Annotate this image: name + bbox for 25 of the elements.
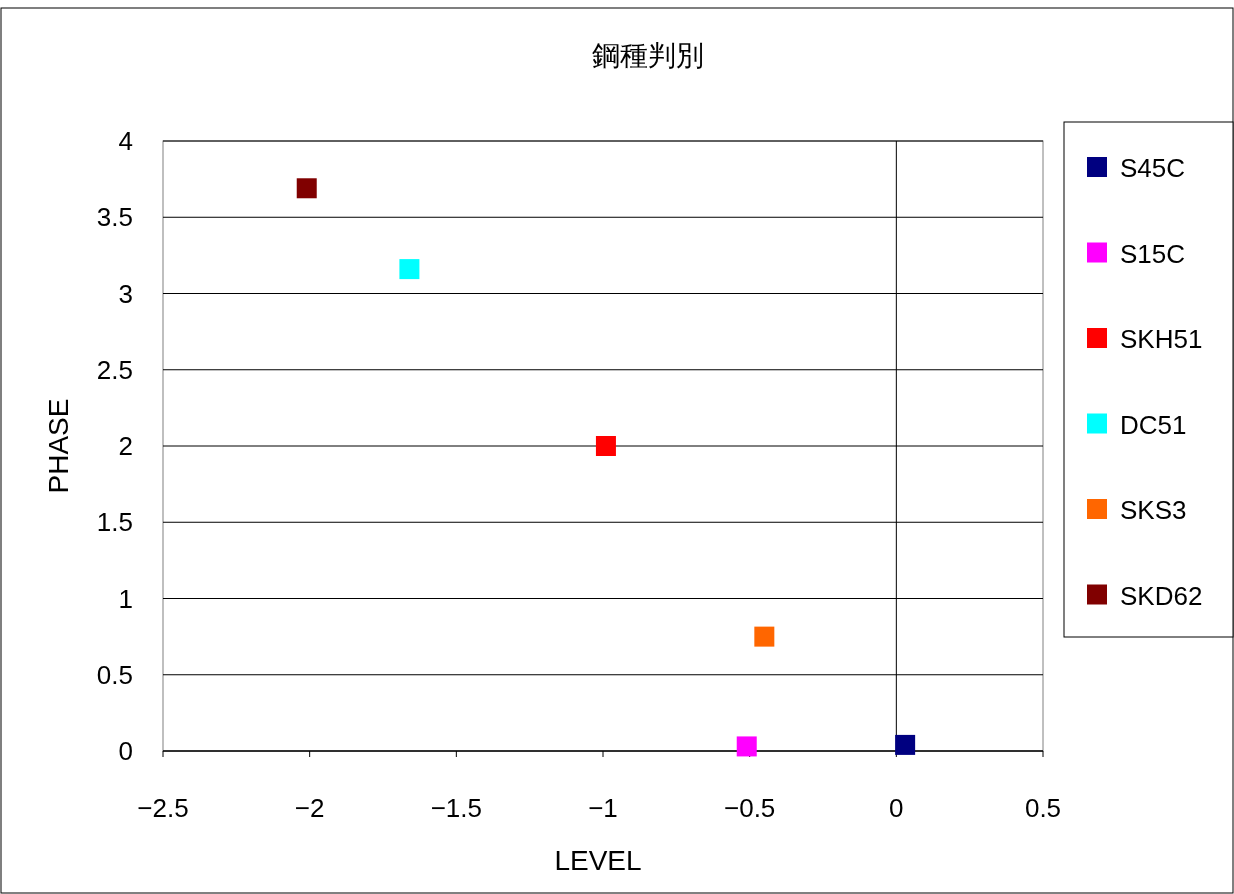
chart-title: 鋼種判別 — [592, 39, 704, 72]
y-tick-label: 1.5 — [96, 507, 133, 538]
y-tick-label: 4 — [118, 126, 133, 156]
legend-label: DC51 — [1120, 409, 1187, 440]
legend-label: S45C — [1120, 153, 1186, 183]
y-tick-label: 1 — [118, 583, 133, 614]
x-tick-label: 0.5 — [1024, 793, 1062, 823]
legend-label: SKD62 — [1120, 580, 1203, 611]
x-axis-title: LEVEL — [554, 845, 642, 876]
x-tick-label: −2 — [294, 793, 325, 823]
legend-label: SKS3 — [1120, 495, 1187, 525]
x-tick-label: −1 — [588, 793, 618, 823]
legend-label: S15C — [1120, 238, 1186, 269]
y-tick-label: 0.5 — [96, 659, 133, 690]
legend-label: SKH51 — [1120, 324, 1203, 354]
y-tick-label: 2 — [118, 431, 133, 461]
x-tick-label: −1.5 — [430, 793, 482, 823]
y-tick-label: 3 — [118, 278, 133, 309]
x-tick-label: −0.5 — [724, 793, 776, 823]
y-axis-title: PHASE — [43, 398, 74, 494]
y-tick-label: 0 — [118, 736, 133, 766]
y-tick-label: 2.5 — [96, 354, 133, 385]
x-tick-label: 0 — [889, 793, 904, 823]
x-tick-label: −2.5 — [137, 793, 189, 823]
y-tick-label: 3.5 — [96, 202, 133, 233]
